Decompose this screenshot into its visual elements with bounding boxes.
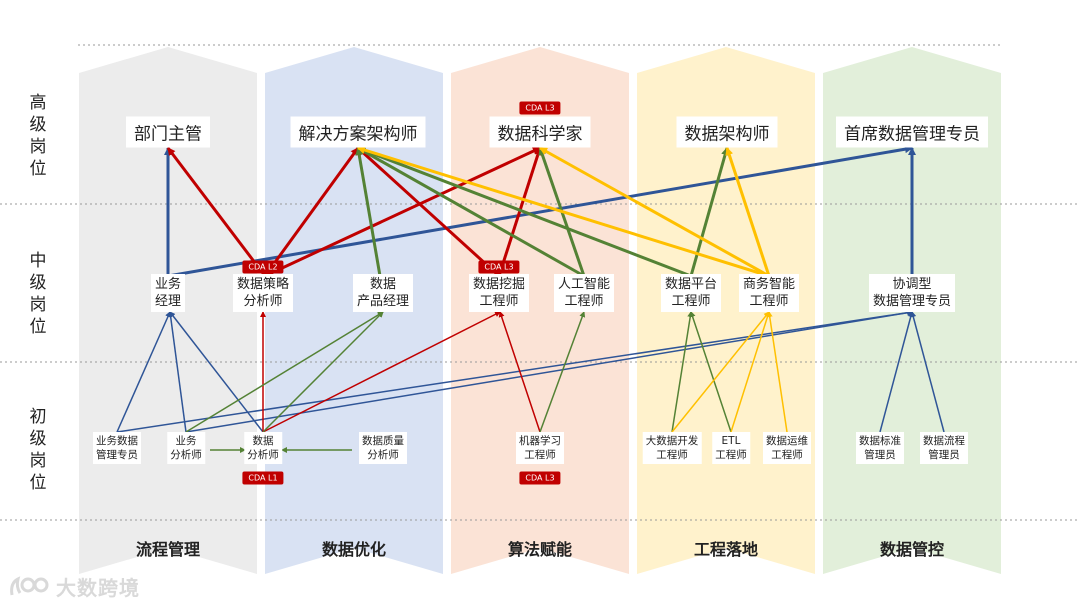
arrow-bdv-to-plB — [671, 311, 694, 433]
level-label-senior: 高级岗位 — [29, 93, 47, 179]
role-bi-engineer: 商务智能 工程师 — [738, 274, 800, 312]
arrow-biT-to-arch — [725, 147, 771, 277]
logo-text: 大数跨境 — [56, 576, 140, 600]
arrow-dan-to-mnB — [262, 311, 501, 433]
logo-mark-icon — [10, 575, 49, 595]
edges-junior-to-middle — [116, 309, 945, 453]
arrow-bdv-to-biB — [671, 311, 770, 433]
arrow-biT-to-sol — [357, 146, 770, 278]
role-standards-manager: 数据标准 管理员 — [856, 432, 904, 464]
arrow-etl-to-biB — [730, 311, 771, 433]
role-solution-architect: 解决方案架构师 — [290, 116, 426, 148]
role-data-scientist: 数据科学家 — [489, 116, 591, 148]
badge-cda-l3-scientist: CDA L3 — [519, 101, 561, 115]
level-dividers — [0, 44, 1080, 521]
role-cdo: 首席数据管理专员 — [836, 116, 988, 148]
arrow-ml-to-mnB — [498, 311, 541, 433]
role-data-architect: 数据架构师 — [676, 116, 778, 148]
role-governance-specialist: 协调型 数据管理专员 — [868, 274, 956, 312]
role-product-manager: 数据 产品经理 — [352, 274, 414, 312]
arrow-pmT-to-sol — [355, 147, 382, 277]
badge-cda-l1-analyst: CDA L1 — [242, 471, 284, 485]
role-process-manager: 数据流程 管理员 — [920, 432, 968, 464]
arrow-ban-to-gvB — [185, 309, 913, 433]
role-dept-head: 部门主管 — [126, 116, 210, 148]
arrow-ops-to-biB — [766, 311, 788, 433]
arrow-bds-to-gvB — [116, 309, 913, 433]
arrow-dan-to-pmB — [262, 311, 384, 433]
arrow-prc-to-gvB — [910, 311, 945, 433]
role-biz-manager: 业务 经理 — [150, 274, 186, 312]
role-ai-engineer: 人工智能 工程师 — [553, 274, 615, 312]
arrow-etl-to-plB — [689, 311, 732, 433]
role-biz-analyst: 业务 分析师 — [167, 432, 205, 464]
level-label-junior: 初级岗位 — [29, 407, 47, 493]
arrow-saT-to-dept — [166, 147, 267, 277]
badge-cda-l3-mining: CDA L3 — [478, 260, 520, 274]
arrow-std-to-gvB — [879, 311, 914, 433]
column-label-data-optimization: 数据优化 — [321, 540, 386, 559]
arrow-biT-to-sci — [539, 146, 770, 278]
role-mining-engineer: 数据挖掘 工程师 — [468, 274, 530, 312]
arrow-ml-to-aiB — [539, 311, 586, 433]
badge-cda-l2-strategy: CDA L2 — [242, 260, 284, 274]
arrow-ban-to-pmB — [185, 311, 384, 433]
column-label-governance: 数据管控 — [879, 540, 944, 559]
arrow-bds-to-bmB — [116, 311, 171, 433]
column-algorithm — [451, 47, 629, 574]
role-bigdata-dev: 大数据开发 工程师 — [642, 432, 702, 464]
arrow-mnT-to-sol — [356, 146, 501, 278]
column-label-algorithm: 算法赋能 — [507, 540, 572, 559]
column-label-process: 流程管理 — [135, 540, 200, 559]
arrow-saT-to-sci — [264, 146, 541, 278]
role-strategy-analyst: 数据策略 分析师 — [232, 274, 294, 312]
column-label-engineering: 工程落地 — [693, 540, 758, 559]
arrow-saT-to-sol — [263, 147, 360, 277]
role-quality-analyst: 数据质量 分析师 — [359, 432, 407, 464]
edges-middle-to-senior — [164, 145, 916, 278]
level-label-middle: 中级岗位 — [29, 251, 47, 337]
role-data-analyst: 数据 分析师 — [244, 432, 282, 464]
role-platform-engineer: 数据平台 工程师 — [660, 274, 722, 312]
arrow-ban-to-bmB — [167, 311, 187, 433]
role-biz-data-specialist: 业务数据 管理专员 — [93, 432, 141, 464]
role-etl-engineer: ETL 工程师 — [712, 432, 750, 464]
role-ops-engineer: 数据运维 工程师 — [763, 432, 811, 464]
arrow-mnT-to-sci — [497, 147, 542, 277]
arrow-plT-to-sol — [357, 146, 692, 278]
arrow-aiT-to-sol — [357, 146, 585, 278]
badge-cda-l3-ml: CDA L3 — [519, 471, 561, 485]
arrow-bmT-to-cdo — [167, 145, 913, 278]
watermark-logo: 大数跨境 — [8, 572, 140, 601]
role-ml-engineer: 机器学习 工程师 — [516, 432, 564, 464]
